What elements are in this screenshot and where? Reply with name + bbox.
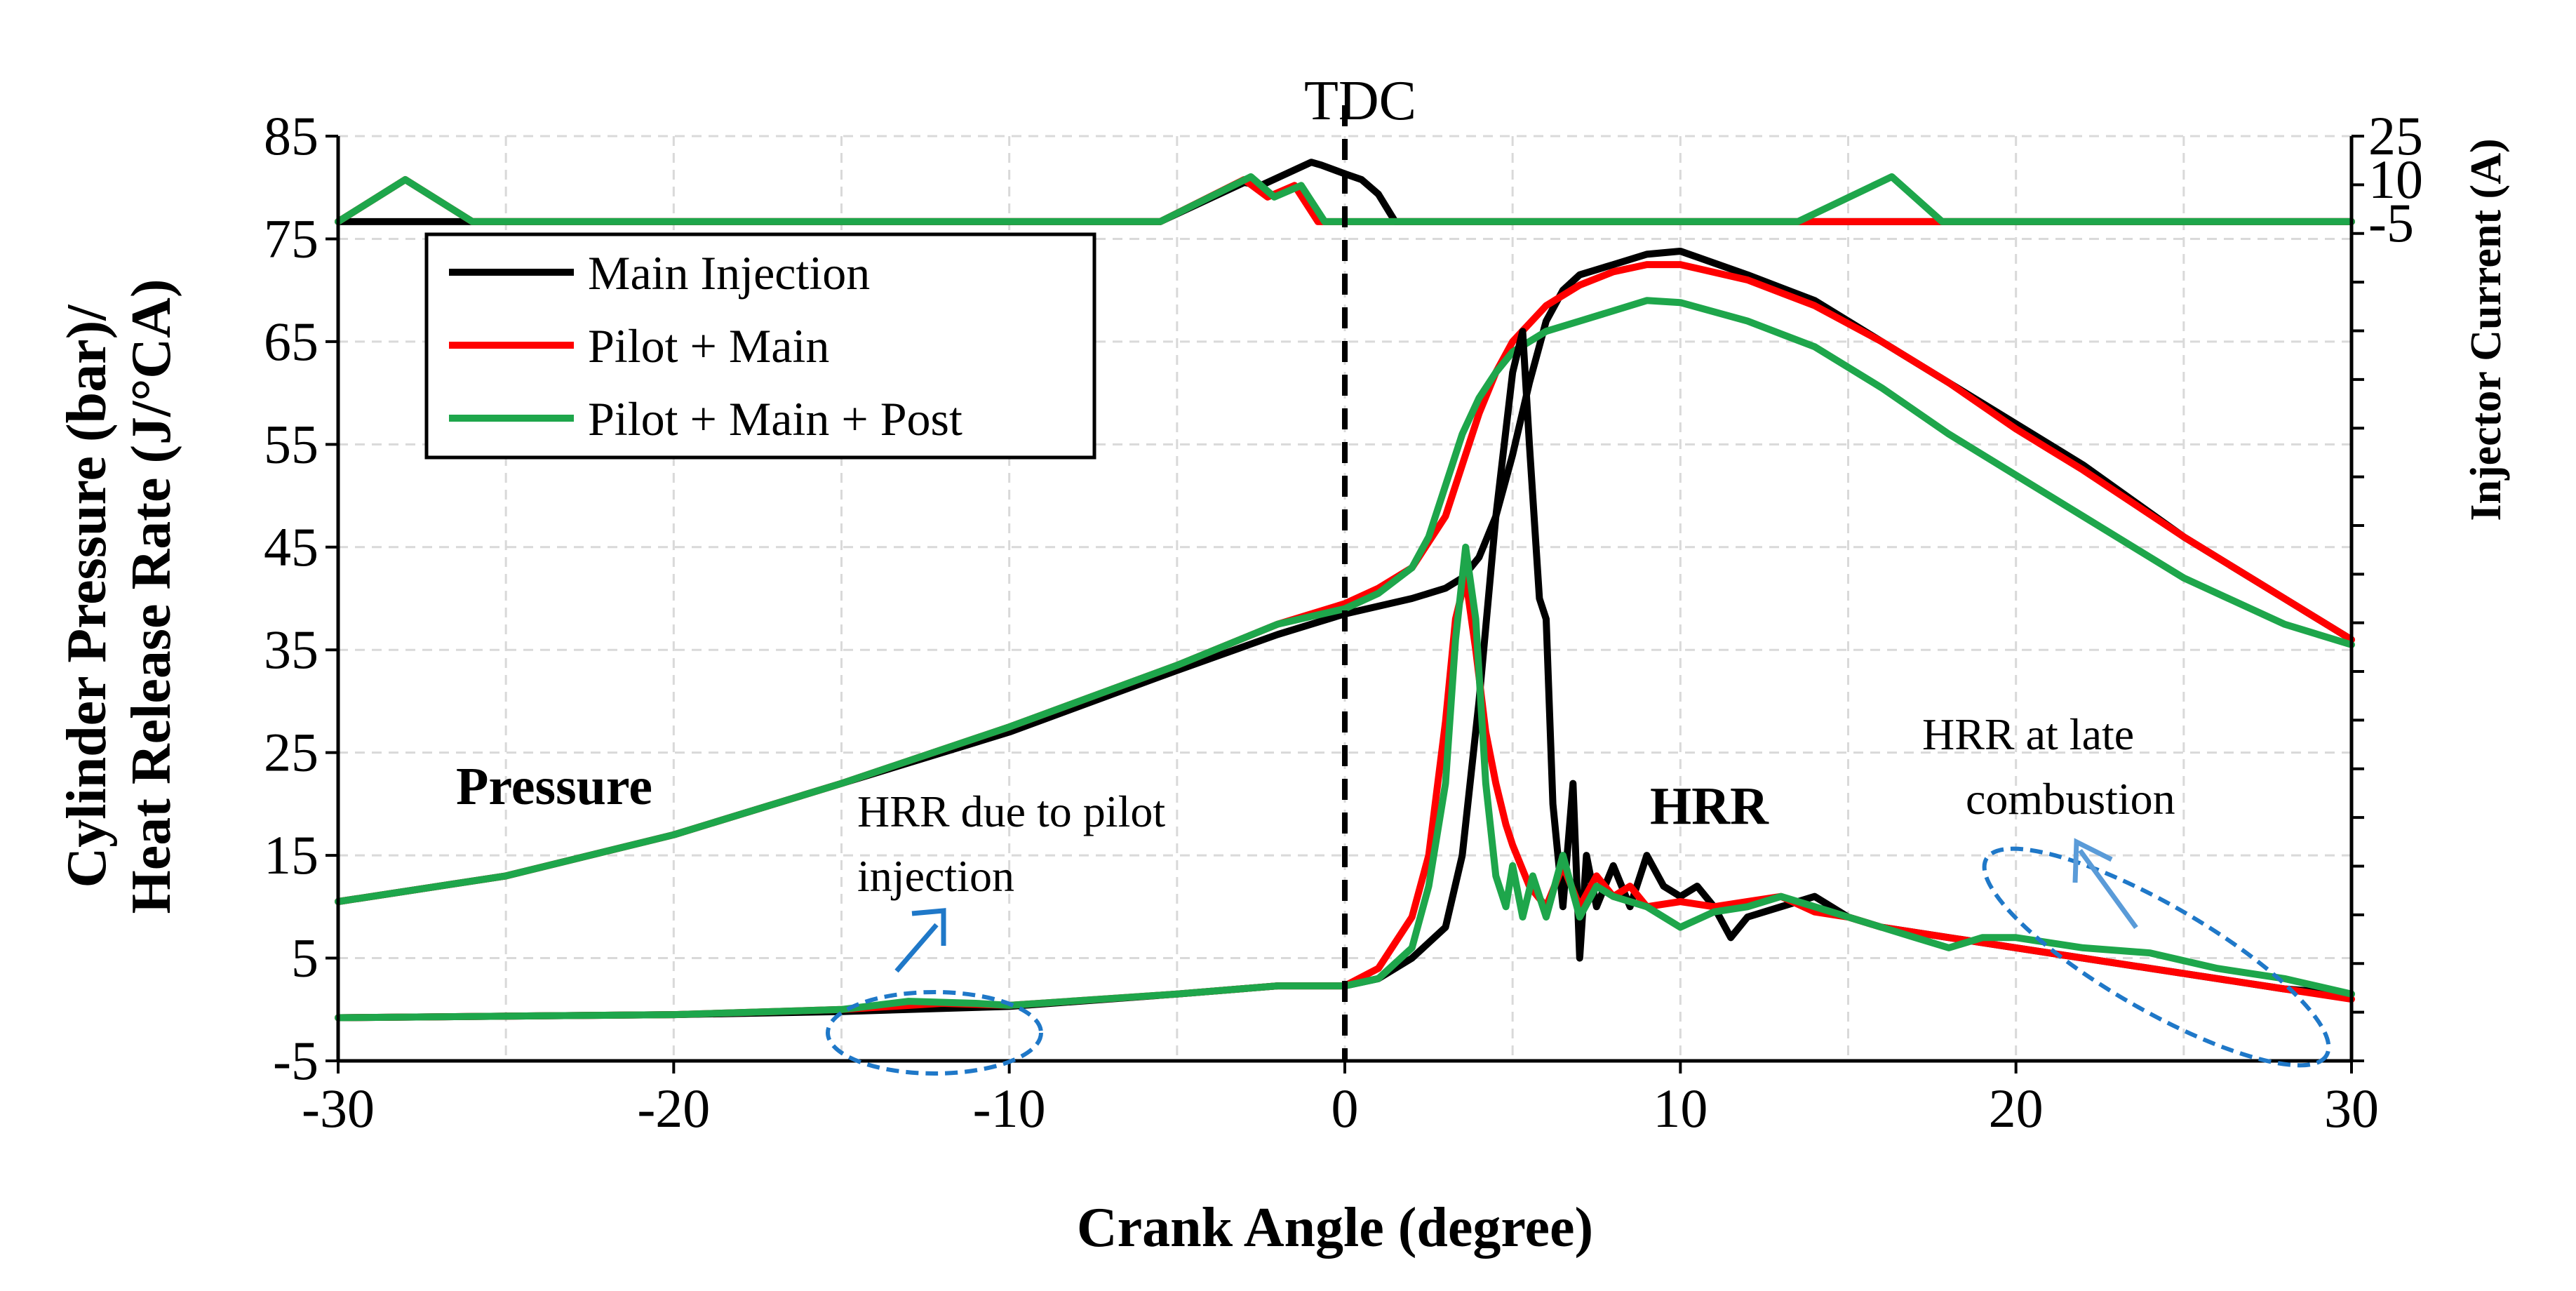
- pilot-arrow-head: [911, 908, 946, 946]
- y-tick-label-8: 75: [264, 208, 318, 269]
- late-annotation-line2: combustion: [1966, 774, 2175, 824]
- y-tick-label-9: 85: [264, 105, 318, 166]
- tdc-label: TDC: [1304, 70, 1416, 132]
- legend-label-pilot-main: Pilot + Main: [588, 319, 829, 373]
- y-axis-title-line2: Heat Release Rate (J/°CA): [121, 279, 182, 914]
- y2-tick-label-1: 10: [2368, 149, 2423, 210]
- y-tick-label-4: 35: [264, 619, 318, 680]
- y-tick-label-2: 15: [264, 824, 318, 885]
- x-tick-label-6: 30: [2324, 1078, 2379, 1139]
- late-annotation-line1: HRR at late: [1922, 709, 2134, 759]
- series-line-pilot-main-post-current: [335, 173, 2355, 225]
- y-tick-label-7: 65: [264, 311, 318, 372]
- x-tick-label-1: -20: [637, 1078, 710, 1139]
- y2-tick-label-2: 25: [2368, 105, 2423, 166]
- y2-axis-title: Injector Current (A): [2462, 138, 2510, 521]
- x-tick-label-2: -10: [973, 1078, 1046, 1139]
- x-tick-label-5: 20: [1989, 1078, 2044, 1139]
- legend-label-pilot-main-post: Pilot + Main + Post: [588, 392, 962, 446]
- late-arrow: [2078, 848, 2138, 930]
- late-arrow-head: [2072, 838, 2113, 883]
- pilot-annotation-line1: HRR due to pilot: [857, 787, 1165, 836]
- x-tick-label-4: 10: [1653, 1078, 1708, 1139]
- legend: Main Injection Pilot + Main Pilot + Main…: [424, 232, 1096, 460]
- legend-label-main: Main Injection: [588, 246, 870, 300]
- y-tick-label-3: 25: [264, 722, 318, 783]
- pilot-ellipse: [826, 990, 1043, 1076]
- x-axis-title: Crank Angle (degree): [1077, 1197, 1593, 1259]
- y-tick-label-1: 5: [291, 928, 318, 989]
- y-tick-label-6: 55: [264, 413, 318, 474]
- x-tick-label-0: -30: [302, 1078, 375, 1139]
- pilot-annotation-line2: injection: [857, 851, 1014, 901]
- hrr-label: HRR: [1650, 777, 1769, 836]
- y-tick-label-0: -5: [273, 1030, 318, 1091]
- y-axis-title-line1: Cylinder Pressure (bar)/: [56, 304, 118, 888]
- series-line-pilot-main-post-pressure: [335, 297, 2355, 905]
- series-layer: [335, 159, 2355, 1022]
- pilot-arrow: [894, 923, 939, 973]
- pressure-label: Pressure: [456, 757, 652, 816]
- late-ellipse: [1982, 846, 2331, 1068]
- y-tick-label-5: 45: [264, 516, 318, 577]
- x-tick-label-3: 0: [1331, 1078, 1359, 1139]
- y2-tick-label-0: -5: [2368, 192, 2414, 253]
- series-line-pilot-main-post-hrr: [335, 543, 2355, 1022]
